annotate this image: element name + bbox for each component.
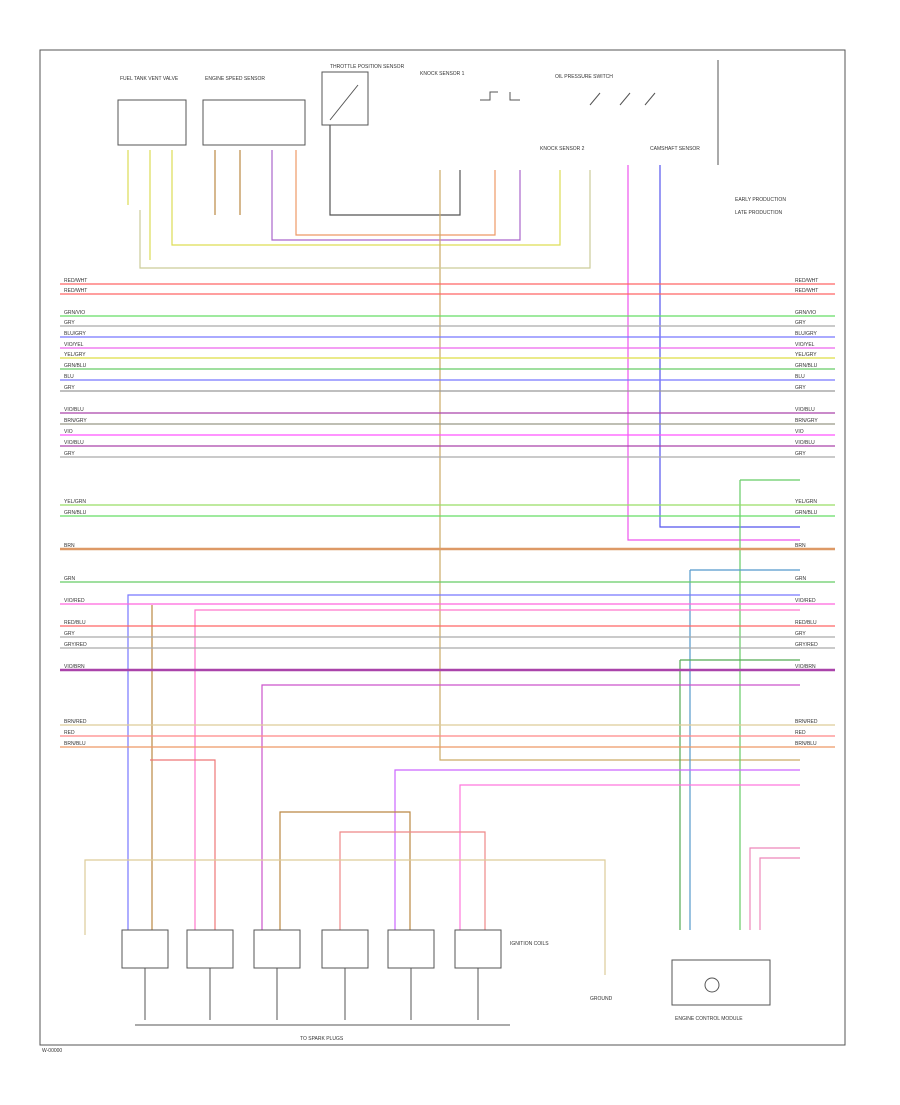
wire-label: VIO/YEL — [795, 342, 815, 348]
frame — [39, 49, 846, 1046]
wire-label: BRN/BLU — [795, 741, 817, 747]
wire-label: BLU/GRY — [795, 331, 818, 337]
legend-entry: EARLY PRODUCTION — [735, 197, 786, 203]
component-label: FUEL TANK VENT VALVE — [120, 76, 179, 82]
wire-label: VIO/BLU — [64, 440, 84, 446]
wire-label: GRY — [64, 631, 75, 637]
wire-label: BRN — [795, 543, 806, 549]
component-label: KNOCK SENSOR 2 — [540, 146, 585, 152]
switch-symbol — [480, 91, 520, 101]
wire-label: GRY/RED — [64, 642, 87, 648]
wire-label: BRN/BLU — [64, 741, 86, 747]
wire-label: GRN/VIO — [795, 310, 816, 316]
wire-label: VIO/BLU — [795, 440, 815, 446]
wire-label: YEL/GRN — [795, 499, 817, 505]
wire-label: GRN — [795, 576, 807, 582]
component-box — [202, 99, 306, 146]
wire-label: BRN/RED — [795, 719, 818, 725]
wire-label: VIO/RED — [795, 598, 816, 604]
component-label: ENGINE CONTROL MODULE — [675, 1016, 743, 1022]
wire-label: RED — [64, 730, 75, 736]
wire-label: RED/WHT — [795, 288, 818, 294]
wire-label: BRN — [64, 543, 75, 549]
sensor-symbol — [329, 84, 359, 121]
component-label: IGNITION COILS — [510, 941, 549, 947]
wire-label: VIO/BRN — [795, 664, 816, 670]
wire-label: BLU — [64, 374, 74, 380]
wire-label: VIO/RED — [64, 598, 85, 604]
wire-label: GRY — [64, 451, 75, 457]
component-label: THROTTLE POSITION SENSOR — [330, 64, 405, 70]
wire-label: BLU — [795, 374, 805, 380]
bottom-label: TO SPARK PLUGS — [300, 1036, 344, 1042]
vertical-wires — [84, 125, 800, 975]
component-label: GROUND — [590, 996, 613, 1002]
wire-label: RED — [795, 730, 806, 736]
wire-label: VIO/YEL — [64, 342, 84, 348]
wire-label: RED/WHT — [795, 278, 818, 284]
wire-label: RED/WHT — [64, 278, 87, 284]
wire-label: GRN/BLU — [795, 510, 818, 516]
wire-label: VIO/BRN — [64, 664, 85, 670]
wire-label: GRY — [795, 385, 806, 391]
wire-label: VIO/BLU — [795, 407, 815, 413]
wire-label: GRN — [64, 576, 76, 582]
switch-symbol — [589, 92, 656, 106]
wire-label: BRN/RED — [64, 719, 87, 725]
wire-label: GRY — [795, 631, 806, 637]
legend-entry: LATE PRODUCTION — [735, 210, 783, 216]
footer: W-00000 — [42, 1048, 62, 1054]
wire-label: YEL/GRY — [795, 352, 817, 358]
component-box — [321, 71, 369, 126]
component-label: OIL PRESSURE SWITCH — [555, 74, 613, 80]
wire-label: GRY/RED — [795, 642, 818, 648]
wire-label: GRN/VIO — [64, 310, 85, 316]
wire-label: GRY — [64, 320, 75, 326]
wire-label: BLU/GRY — [64, 331, 87, 337]
wire-label: RED/BLU — [795, 620, 817, 626]
wire-label: GRN/BLU — [64, 510, 87, 516]
wire-label: RED/BLU — [64, 620, 86, 626]
wire-label: GRN/BLU — [64, 363, 87, 369]
wire-label: GRN/BLU — [795, 363, 818, 369]
component-label: CAMSHAFT SENSOR — [650, 146, 700, 152]
relay-boxes — [121, 929, 771, 1026]
wire-label: VIO — [64, 429, 73, 435]
component-label: ENGINE SPEED SENSOR — [205, 76, 265, 82]
component-label: KNOCK SENSOR 1 — [420, 71, 465, 77]
wire-label: RED/WHT — [64, 288, 87, 294]
component-box — [117, 99, 187, 146]
wire-label: GRY — [795, 320, 806, 326]
wire-label: GRY — [795, 451, 806, 457]
wire-label: GRY — [64, 385, 75, 391]
wire-label: YEL/GRY — [64, 352, 86, 358]
wire-label: VIO — [795, 429, 804, 435]
wire-label: VIO/BLU — [64, 407, 84, 413]
wire-label: YEL/GRN — [64, 499, 86, 505]
wire-label: BRN/GRY — [64, 418, 87, 424]
wire-label: BRN/GRY — [795, 418, 818, 424]
